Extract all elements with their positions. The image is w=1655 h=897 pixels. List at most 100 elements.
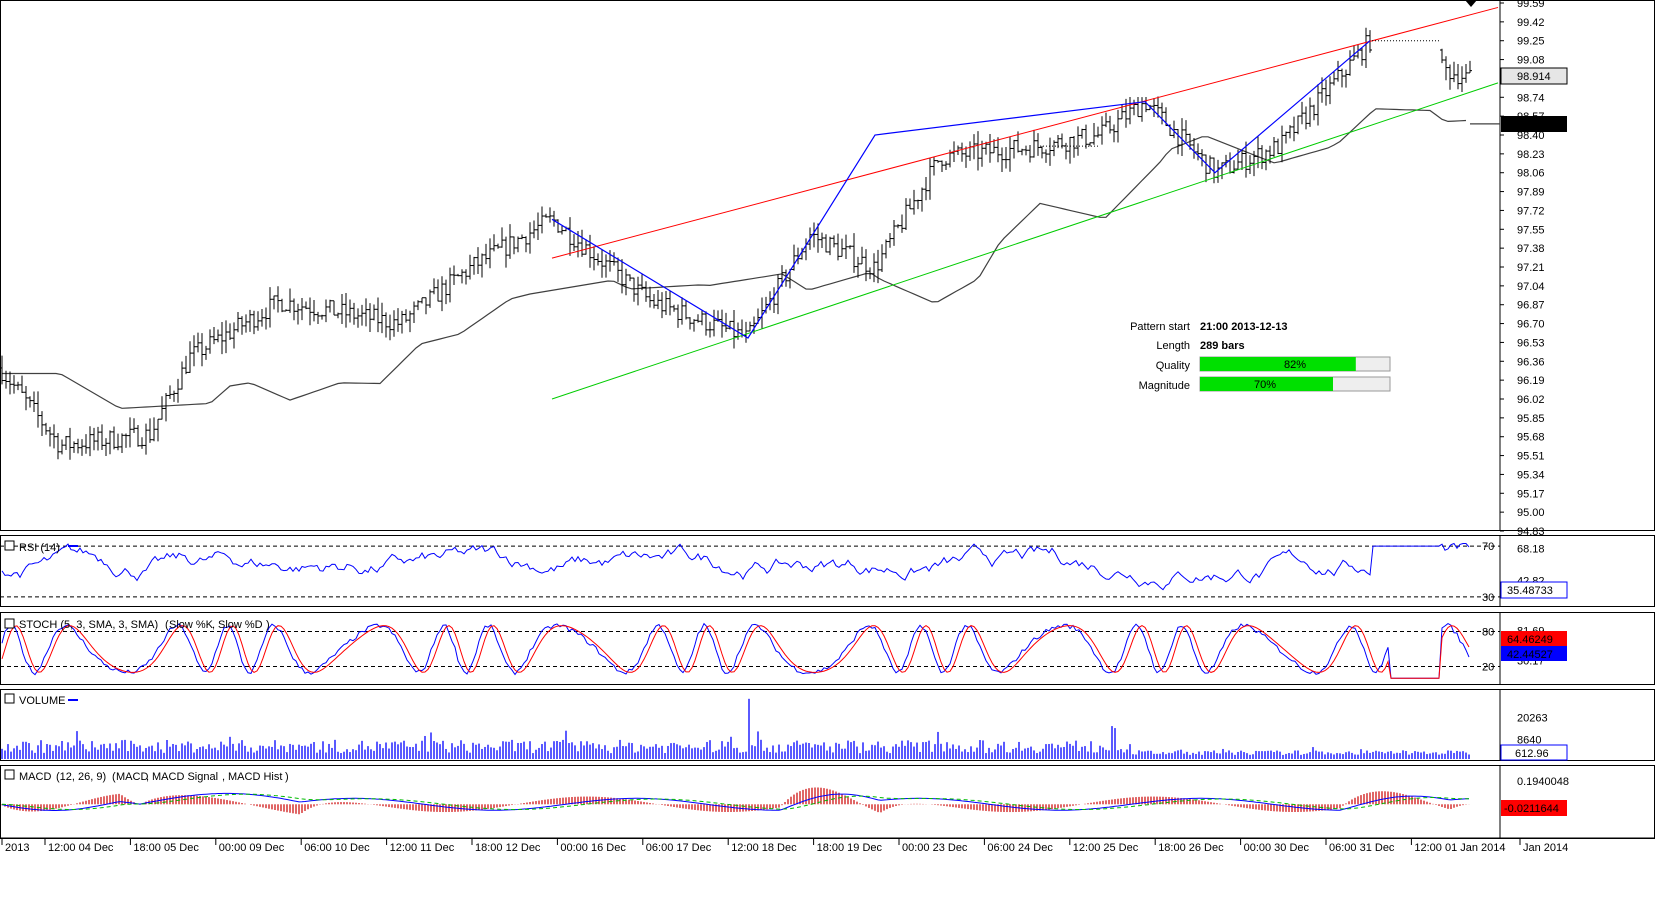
- stoch-close-icon[interactable]: [4, 618, 15, 629]
- macd-close-icon[interactable]: [4, 769, 15, 780]
- stoch-level-label: 80: [1482, 626, 1494, 638]
- price-tick-label: 97.72: [1517, 205, 1545, 217]
- time-tick-label: 12:00 01 Jan 2014: [1414, 842, 1505, 854]
- time-tick-label: 00:00 09 Dec: [219, 842, 285, 854]
- pattern-zigzag: [551, 40, 1371, 339]
- price-tick-label: 96.36: [1517, 356, 1545, 368]
- price-tick-label: 97.89: [1517, 187, 1545, 199]
- price-tick-label: 95.17: [1517, 488, 1545, 500]
- volume-tick-label: 8640: [1517, 735, 1541, 747]
- price-tick-label: 99.59: [1517, 0, 1545, 10]
- price-tick-label: 97.04: [1517, 281, 1545, 293]
- macd-value: -0.0211644: [1504, 803, 1559, 815]
- quality-label: Quality: [1156, 360, 1191, 372]
- support-line: [551, 82, 1499, 400]
- price-tick-label: 99.08: [1517, 55, 1545, 67]
- price-tick-label: 97.55: [1517, 224, 1545, 236]
- panel-titles: RSI (14) STOCH (5, 3, SMA, 3, SMA) ( Slo…: [4, 540, 289, 783]
- panel-frame-vol: [0, 689, 1655, 761]
- stoch-k-box: [1501, 631, 1567, 646]
- macd-comma-1: ,: [146, 771, 149, 783]
- indicators: 703068.1842.82802081.6930.172026386400.1…: [0, 541, 1569, 815]
- time-tick-label: 12:00 18 Dec: [731, 842, 797, 854]
- price-tick-label: 97.21: [1517, 262, 1545, 274]
- ma-value-box: [1501, 116, 1567, 132]
- stoch-k-name: Slow %K: [169, 619, 214, 631]
- rsi-title[interactable]: RSI (14): [4, 540, 60, 554]
- time-tick-label: 2013: [5, 842, 29, 854]
- price-tick-label: 96.87: [1517, 300, 1545, 312]
- stoch-title[interactable]: STOCH (5, 3, SMA, 3, SMA) ( Slow %K , Sl…: [4, 618, 270, 631]
- stoch-comma: ,: [212, 619, 215, 631]
- price-tick-label: 95.00: [1517, 507, 1545, 519]
- price-tick-label: 95.34: [1517, 469, 1545, 481]
- time-tick-label: 00:00 23 Dec: [902, 842, 968, 854]
- value-boxes: 98.914 98.488 35.48733 64.46249 42.44527…: [1500, 67, 1568, 816]
- macd-value-box: [1501, 800, 1567, 816]
- macd-title[interactable]: MACD (12, 26, 9) ( MACD , MACD Signal , …: [4, 769, 289, 783]
- stoch-d-value: 42.44527: [1507, 649, 1553, 661]
- stoch-k-line: [1, 622, 1470, 679]
- pattern-start-label: Pattern start: [1130, 321, 1190, 333]
- pattern-start-value: 21:00 2013-12-13: [1200, 321, 1287, 333]
- macd-title-text: MACD: [19, 771, 51, 783]
- macd-signal-name: MACD Signal: [152, 771, 218, 783]
- time-tick-label: 12:00 25 Dec: [1073, 842, 1139, 854]
- panel-frames: [0, 0, 1655, 839]
- ma-value: 98.488: [1515, 119, 1549, 131]
- stoch-title-text: STOCH (5, 3, SMA, 3, SMA): [19, 619, 158, 631]
- rsi-line: [1, 542, 1470, 591]
- volume-value: 612.96: [1515, 748, 1549, 760]
- stoch-k-value: 64.46249: [1507, 634, 1553, 646]
- moving-average-line: [2, 108, 1467, 409]
- time-tick-label: 06:00 17 Dec: [646, 842, 712, 854]
- price-tick-label: 99.25: [1517, 36, 1545, 48]
- macd-series-name: MACD: [116, 771, 148, 783]
- price-tick-label: 96.19: [1517, 375, 1545, 387]
- time-tick-label: 12:00 11 Dec: [390, 842, 455, 854]
- volume-value-box: [1500, 744, 1568, 761]
- rsi-close-icon[interactable]: [4, 540, 15, 551]
- macd-close-paren: ): [285, 771, 289, 783]
- price-tick-label: 98.06: [1517, 168, 1545, 180]
- volume-title[interactable]: VOLUME: [4, 693, 65, 707]
- volume-tick-label: 20263: [1517, 712, 1548, 724]
- time-tick-label: 00:00 30 Dec: [1244, 842, 1310, 854]
- time-tick-label: 06:00 10 Dec: [304, 842, 370, 854]
- price-tick-label: 95.85: [1517, 413, 1545, 425]
- rsi-value: 35.48733: [1507, 585, 1553, 597]
- quality-bar-fill: [1200, 357, 1356, 371]
- macd-line: [1, 792, 1470, 811]
- rsi-level-label: 30: [1482, 592, 1494, 604]
- price-tick-label: 96.70: [1517, 319, 1545, 331]
- macd-signal-line: [1, 793, 1469, 811]
- channel-lines: [551, 6, 1499, 400]
- macd-hist-name: MACD Hist: [228, 771, 282, 783]
- macd-comma-2: ,: [222, 771, 225, 783]
- magnitude-bar-fill: [1200, 377, 1333, 391]
- macd-params: (12, 26, 9): [56, 771, 106, 783]
- rsi-level-label: 70: [1482, 541, 1494, 553]
- stoch-close-paren: ): [266, 619, 270, 631]
- price-tick-label: 97.38: [1517, 243, 1545, 255]
- volume-title-text: VOLUME: [19, 695, 65, 707]
- price-tick-label: 98.74: [1517, 92, 1545, 104]
- time-tick-label: 06:00 31 Dec: [1329, 842, 1395, 854]
- stoch-level-label: 20: [1482, 662, 1494, 674]
- price-tick-label: 94.83: [1517, 526, 1545, 538]
- stoch-d-line: [1, 624, 1470, 679]
- pattern-length-value: 289 bars: [1200, 340, 1245, 352]
- price-tick-label: 98.23: [1517, 149, 1545, 161]
- price-tick-label: 96.53: [1517, 337, 1545, 349]
- scroll-arrow-icon[interactable]: [1465, 0, 1477, 7]
- volume-close-icon[interactable]: [4, 693, 15, 704]
- time-tick-label: 06:00 24 Dec: [987, 842, 1053, 854]
- rsi-tick-label: 68.18: [1517, 543, 1545, 555]
- panel-frame-price: [0, 0, 1655, 531]
- price-tick-label: 98.40: [1517, 130, 1545, 142]
- price-tick-label: 95.51: [1517, 451, 1545, 463]
- pattern-zigzag-line: [551, 40, 1371, 339]
- price-bars: [0, 27, 1472, 460]
- magnitude-label: Magnitude: [1139, 380, 1190, 392]
